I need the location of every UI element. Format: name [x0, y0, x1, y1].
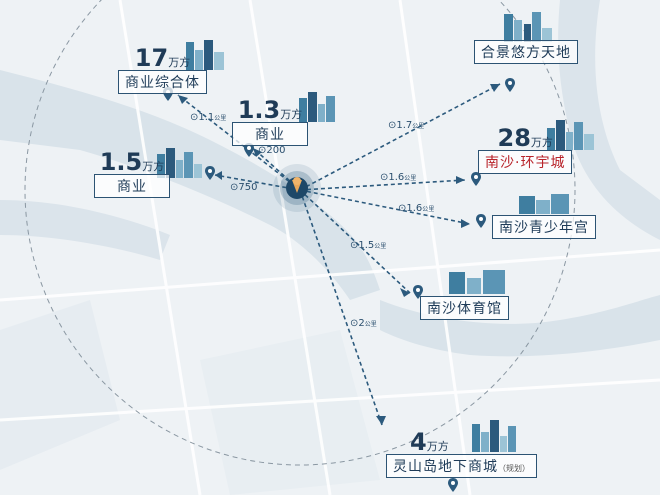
pin-icon	[205, 166, 215, 180]
building-icon	[449, 270, 505, 294]
building-icon	[157, 148, 202, 178]
distance-label: ⊙1.5公里	[350, 240, 387, 251]
place-label: 4万方 灵山岛地下商城（规划）	[386, 430, 537, 478]
building-icon	[504, 12, 552, 42]
building-icon	[519, 194, 569, 214]
distance-label: ⊙200	[258, 145, 286, 156]
pin-icon	[413, 285, 423, 299]
building-icon	[547, 120, 594, 150]
distance-label: ⊙1.7公里	[388, 120, 425, 131]
place-label: 17万方 商业综合体	[118, 46, 207, 94]
distance-label: ⊙1.1公里	[190, 112, 227, 123]
place-label: 南沙青少年宫	[492, 215, 596, 239]
pin-icon	[476, 214, 486, 228]
place-label: 28万方 南沙·环宇城	[478, 126, 573, 174]
distance-label: ⊙1.6公里	[398, 203, 435, 214]
building-icon	[186, 40, 224, 70]
pin-icon	[505, 78, 515, 92]
pin-icon	[244, 143, 254, 157]
building-icon	[472, 420, 516, 452]
place-label: 南沙体育馆	[420, 296, 509, 320]
place-label: 合景悠方天地	[474, 40, 578, 64]
pin-icon	[471, 172, 481, 186]
distance-label: ⊙750	[230, 182, 258, 193]
pin-icon	[448, 478, 458, 492]
place-label: 1.3万方 商业	[232, 98, 308, 146]
building-icon	[299, 92, 335, 122]
distance-label: ⊙1.6公里	[380, 172, 417, 183]
place-label: 1.5万方 商业	[94, 150, 170, 198]
distance-label: ⊙2公里	[350, 318, 377, 329]
